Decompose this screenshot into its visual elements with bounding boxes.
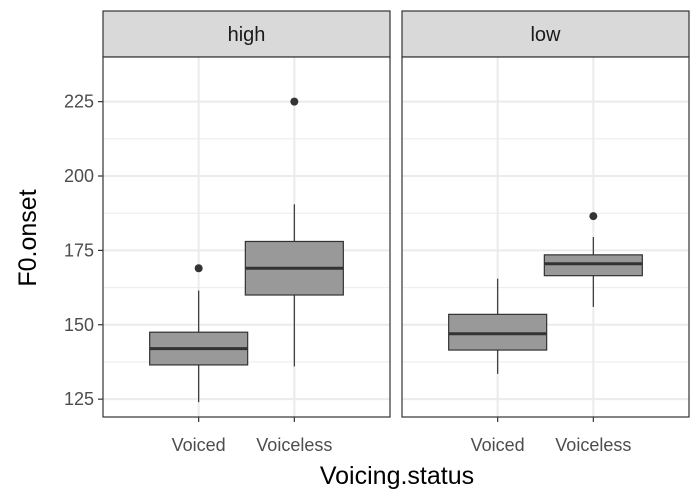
panels: high low [102, 10, 690, 418]
y-tick-label: 125 [64, 389, 94, 409]
box-low-voiced [448, 278, 548, 374]
box-high-voiceless [244, 97, 344, 367]
panel-background [402, 57, 689, 417]
panel-border [102, 56, 391, 418]
y-axis: 125 150 175 200 225 [64, 92, 103, 409]
x-tick-label: Voiced [471, 435, 525, 455]
box-high-voiced [149, 264, 249, 403]
y-tick-label: 150 [64, 315, 94, 335]
panel-high: high [102, 10, 391, 418]
x-tick-label: Voiced [172, 435, 226, 455]
x-axis-title: Voicing.status [320, 462, 474, 490]
strip-high [102, 10, 391, 58]
x-axis: Voiced Voiceless Voiced Voiceless [172, 417, 631, 455]
strip-label-low: low [530, 24, 561, 46]
outlier-point [290, 97, 299, 106]
strip-label-high: high [228, 24, 266, 46]
y-axis-title: F0.onset [14, 189, 42, 286]
x-tick-label: Voiceless [555, 435, 631, 455]
y-tick-label: 225 [64, 92, 94, 112]
strip-low [401, 10, 690, 58]
x-tick-label: Voiceless [256, 435, 332, 455]
panel-low: low [401, 10, 690, 418]
box-low-voiceless [543, 212, 643, 307]
outlier-point [589, 212, 598, 221]
y-tick-label: 200 [64, 166, 94, 186]
panel-border [401, 56, 690, 418]
y-tick-label: 175 [64, 240, 94, 260]
outlier-point [194, 264, 203, 273]
